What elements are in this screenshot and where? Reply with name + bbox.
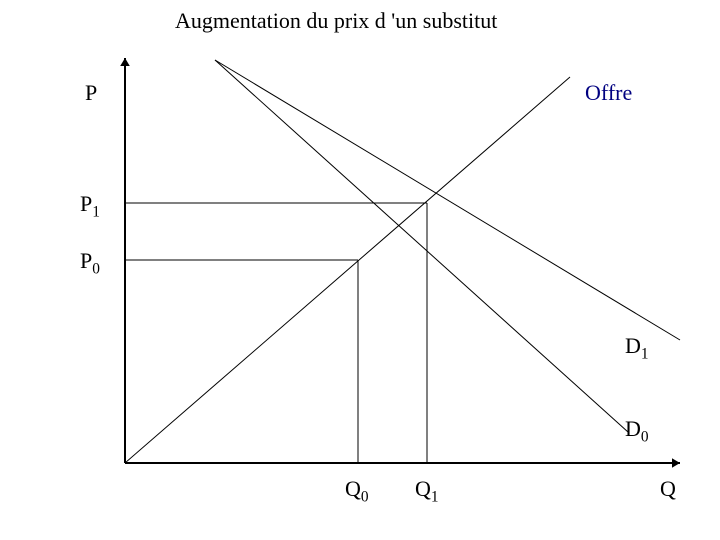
label-offre: Offre <box>585 82 632 104</box>
label-d0: D0 <box>625 418 649 445</box>
line-D0 <box>215 60 628 432</box>
line-supply <box>125 77 570 463</box>
label-d1: D1 <box>625 335 649 362</box>
axis-label-p: P <box>85 82 97 104</box>
label-p1: P1 <box>80 193 100 220</box>
axis-label-q: Q <box>660 478 676 500</box>
x-axis-arrow <box>672 458 680 468</box>
y-axis-arrow <box>120 58 130 66</box>
label-q0: Q0 <box>345 478 369 505</box>
label-q1: Q1 <box>415 478 439 505</box>
label-p0: P0 <box>80 250 100 277</box>
chart-title: Augmentation du prix d 'un substitut <box>175 10 497 32</box>
